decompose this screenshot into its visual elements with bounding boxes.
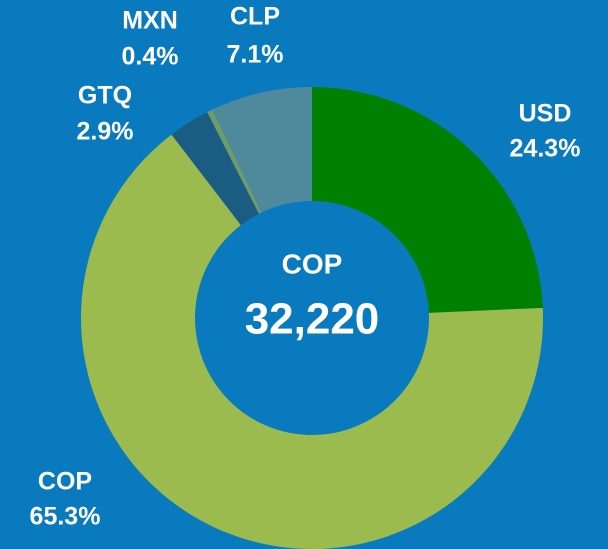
center-value: 32,220 bbox=[245, 295, 380, 344]
slice-value-label: 65.3% bbox=[30, 503, 101, 531]
slice-value-label: 24.3% bbox=[510, 135, 581, 163]
donut-slice bbox=[212, 87, 312, 213]
slice-label: COP bbox=[38, 468, 92, 496]
slice-value-label: 2.9% bbox=[77, 118, 134, 146]
slice-label: USD bbox=[519, 100, 572, 128]
donut-slice bbox=[312, 87, 543, 313]
slices bbox=[81, 87, 543, 549]
slice-label: GTQ bbox=[78, 82, 132, 110]
slice-value-label: 0.4% bbox=[122, 43, 179, 71]
slice-value-label: 7.1% bbox=[227, 41, 284, 69]
center-label: COP bbox=[282, 248, 343, 279]
donut-slice bbox=[81, 134, 543, 549]
slice-label: MXN bbox=[122, 7, 178, 35]
donut-slice bbox=[171, 112, 259, 226]
slice-label: CLP bbox=[230, 3, 280, 31]
donut-slice bbox=[207, 109, 262, 214]
